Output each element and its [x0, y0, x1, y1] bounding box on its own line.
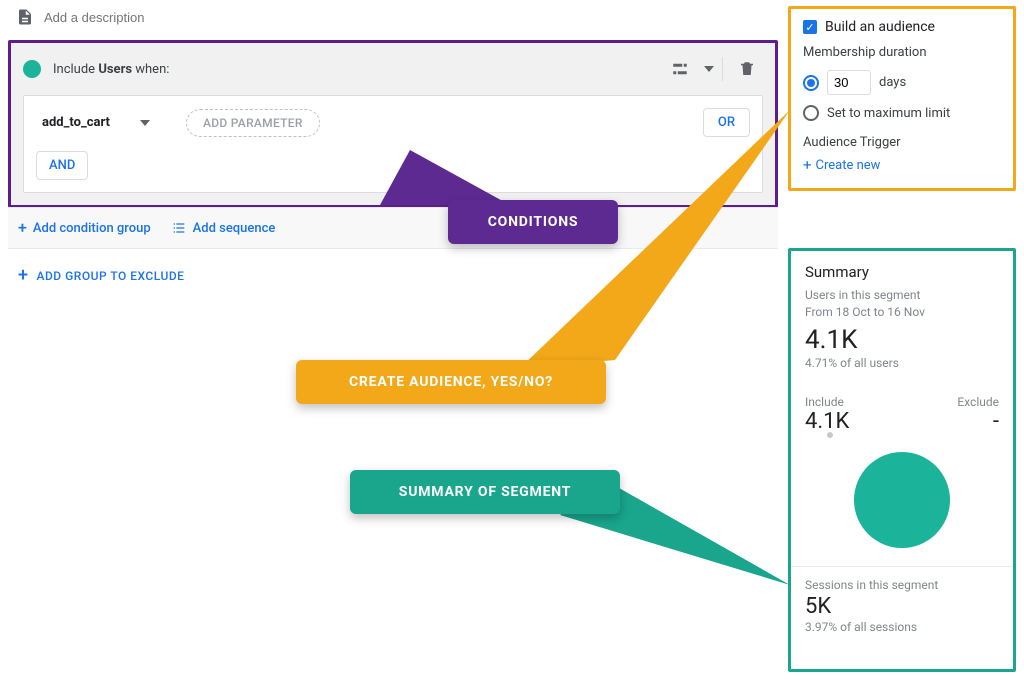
condition-header: Include Users when: [11, 43, 775, 95]
summary-panel: Summary Users in this segment From 18 Oc… [788, 248, 1016, 672]
scope-indicator [23, 60, 41, 78]
add-group-to-exclude-label: ADD GROUP TO EXCLUDE [37, 269, 185, 283]
include-prefix: Include [53, 62, 95, 77]
users-pct: 4.71% of all users [805, 355, 999, 372]
condition-header-actions [664, 53, 763, 85]
users-value: 4.1K [805, 325, 999, 355]
include-suffix: when: [132, 62, 169, 77]
plus-icon: + [18, 220, 27, 236]
max-limit-label: Set to maximum limit [827, 106, 950, 121]
chevron-down-icon[interactable] [704, 66, 714, 72]
add-condition-group-label: Add condition group [33, 221, 151, 236]
event-name: add_to_cart [42, 115, 110, 130]
include-users-text: Include Users when: [53, 62, 169, 77]
audience-trigger-label: Audience Trigger [803, 135, 1001, 150]
add-condition-group-button[interactable]: + Add condition group [18, 220, 151, 236]
audience-panel: Build an audience Membership duration da… [788, 6, 1016, 191]
exclude-label: Exclude [957, 395, 999, 409]
duration-days-radio[interactable] [803, 75, 819, 91]
summary-divider [791, 566, 1013, 567]
sessions-pct: 3.97% of all sessions [805, 619, 999, 636]
membership-duration-label: Membership duration [803, 45, 1001, 60]
divider [722, 57, 723, 81]
add-parameter-button[interactable]: ADD PARAMETER [186, 109, 320, 137]
description-row [16, 8, 344, 26]
description-input[interactable] [44, 10, 344, 25]
chevron-down-icon [140, 120, 150, 126]
exclude-value: - [993, 409, 999, 434]
sessions-value: 5K [805, 594, 999, 619]
summary-date-range: From 18 Oct to 16 Nov [805, 304, 999, 321]
create-new-label: Create new [816, 158, 881, 173]
plus-icon: + [18, 265, 29, 286]
delete-group-button[interactable] [731, 53, 763, 85]
build-audience-checkbox[interactable] [803, 20, 817, 34]
sessions-label: Sessions in this segment [805, 577, 999, 594]
and-button[interactable]: AND [36, 151, 88, 180]
audience-pointer [520, 110, 810, 370]
create-new-trigger-button[interactable]: + Create new [803, 156, 1001, 174]
description-icon [16, 8, 34, 26]
duration-days-input[interactable] [827, 70, 871, 95]
scope-icon [671, 60, 689, 78]
build-audience-label: Build an audience [825, 19, 935, 35]
users-in-segment-label: Users in this segment [805, 287, 999, 304]
create-audience-callout: CREATE AUDIENCE, YES/NO? [296, 360, 606, 404]
scope-selector-button[interactable] [664, 53, 696, 85]
include-scope: Users [98, 62, 132, 77]
add-sequence-label: Add sequence [193, 221, 276, 236]
summary-callout: SUMMARY OF SEGMENT [350, 470, 620, 514]
add-sequence-button[interactable]: Add sequence [171, 220, 276, 236]
include-label: Include [805, 395, 844, 409]
days-label: days [879, 75, 906, 90]
include-value: 4.1K [805, 409, 849, 434]
trash-icon [738, 60, 756, 78]
sequence-icon [171, 220, 187, 236]
summary-circle-chart [854, 452, 950, 548]
summary-title: Summary [805, 263, 999, 281]
event-dropdown[interactable]: add_to_cart [36, 111, 156, 134]
chart-dot [827, 432, 833, 438]
